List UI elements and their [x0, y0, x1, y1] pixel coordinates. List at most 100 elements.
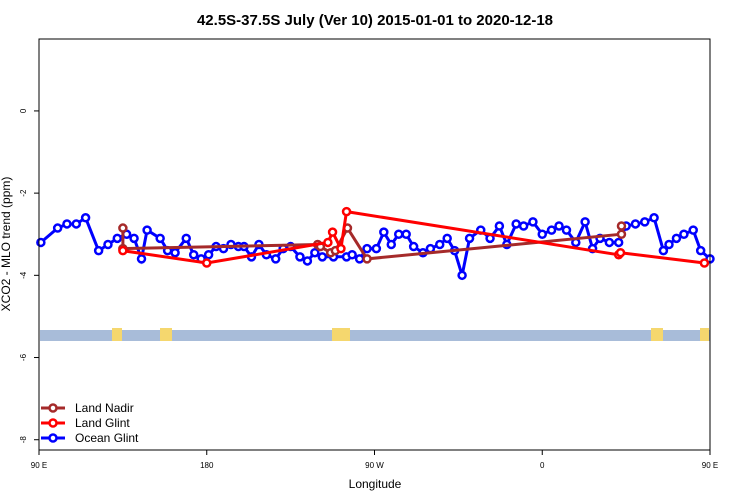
x-tick-label: 0	[540, 461, 545, 470]
data-point-ocean-glint	[442, 233, 452, 244]
data-point-ocean-glint	[52, 223, 63, 233]
data-point-ocean-glint	[580, 217, 590, 227]
data-point-ocean-glint	[518, 221, 529, 231]
data-point-ocean-glint	[188, 250, 199, 260]
land-ocean-mask-band	[40, 328, 710, 341]
legend-item-ocean-glint: Ocean Glint	[41, 431, 139, 445]
chart-title: 42.5S-37.5S July (Ver 10) 2015-01-01 to …	[197, 12, 553, 29]
data-point-ocean-glint	[142, 225, 152, 235]
data-point-land-glint	[118, 245, 128, 256]
x-axis: 90 E 180 90 W 0 90 E	[31, 450, 718, 470]
data-point-ocean-glint	[203, 250, 214, 260]
data-point-ocean-glint	[511, 219, 521, 229]
data-point-ocean-glint	[408, 241, 419, 252]
data-point-ocean-glint	[36, 237, 46, 248]
x-tick-label: 90 E	[702, 461, 718, 470]
data-point-ocean-glint	[347, 250, 357, 260]
legend-item-land-nadir: Land Nadir	[41, 401, 134, 415]
data-point-ocean-glint	[181, 233, 191, 244]
data-point-land-nadir	[362, 254, 372, 264]
data-point-ocean-glint	[302, 256, 313, 266]
data-point-ocean-glint	[434, 239, 445, 250]
data-point-ocean-glint	[401, 229, 411, 239]
series-land-glint	[118, 206, 710, 268]
data-point-ocean-glint	[317, 252, 328, 262]
land-patch	[651, 328, 663, 341]
data-point-ocean-glint	[464, 233, 475, 244]
data-point-ocean-glint	[112, 233, 123, 244]
y-tick-label: -6	[19, 353, 28, 361]
data-point-land-glint	[327, 227, 338, 237]
land-patch	[160, 328, 172, 341]
data-point-ocean-glint	[649, 213, 659, 223]
data-point-ocean-glint	[457, 270, 467, 281]
ocean-strip	[40, 330, 710, 341]
data-point-land-nadir	[616, 221, 627, 231]
data-point-ocean-glint	[136, 254, 147, 264]
x-axis-label: Longitude	[349, 477, 402, 491]
data-point-ocean-glint	[630, 219, 641, 229]
series-layer	[36, 206, 715, 281]
data-point-land-nadir	[616, 229, 627, 239]
legend-swatch-marker	[48, 418, 58, 428]
x-tick-label: 90 E	[31, 461, 47, 470]
data-point-ocean-glint	[658, 245, 669, 256]
data-point-ocean-glint	[362, 243, 372, 254]
data-point-ocean-glint	[155, 233, 165, 244]
land-patch	[700, 328, 709, 341]
legend-label: Land Nadir	[75, 401, 134, 415]
data-point-ocean-glint	[310, 247, 320, 258]
data-point-ocean-glint	[613, 237, 624, 248]
data-point-ocean-glint	[671, 233, 682, 244]
data-point-ocean-glint	[554, 221, 564, 231]
data-point-ocean-glint	[80, 213, 91, 223]
x-tick-label: 180	[200, 461, 214, 470]
legend-label: Ocean Glint	[75, 431, 139, 445]
data-point-ocean-glint	[354, 254, 365, 264]
series-ocean-glint	[36, 213, 715, 281]
data-point-ocean-glint	[170, 247, 180, 258]
data-point-ocean-glint	[393, 229, 404, 239]
data-point-land-glint	[323, 237, 333, 248]
data-point-ocean-glint	[640, 217, 650, 227]
data-point-ocean-glint	[604, 237, 615, 248]
land-patch	[332, 328, 350, 341]
legend-label: Land Glint	[75, 416, 130, 430]
y-tick-label: -2	[19, 189, 28, 197]
data-point-ocean-glint	[379, 227, 389, 237]
data-point-ocean-glint	[679, 229, 689, 239]
y-tick-label: -4	[19, 271, 28, 279]
data-point-ocean-glint	[295, 252, 305, 262]
data-point-ocean-glint	[371, 243, 382, 254]
data-point-ocean-glint	[494, 221, 505, 231]
y-tick-label: -8	[19, 436, 28, 444]
data-point-ocean-glint	[93, 245, 104, 256]
x-tick-label: 90 W	[365, 461, 384, 470]
y-axis-label: XCO2 - MLO trend (ppm)	[0, 177, 13, 312]
legend-swatch-marker	[48, 433, 58, 443]
data-point-ocean-glint	[561, 225, 572, 235]
data-point-ocean-glint	[695, 245, 706, 256]
data-point-ocean-glint	[62, 219, 72, 229]
data-point-land-glint	[341, 206, 352, 217]
data-point-ocean-glint	[528, 217, 538, 227]
y-axis: 0 -2 -4 -6 -8	[19, 108, 39, 443]
data-point-ocean-glint	[129, 233, 139, 244]
data-point-land-glint	[202, 258, 212, 268]
data-point-land-glint	[699, 258, 710, 268]
data-point-ocean-glint	[270, 254, 281, 264]
data-point-ocean-glint	[71, 219, 82, 229]
data-point-ocean-glint	[103, 239, 113, 250]
data-point-ocean-glint	[546, 225, 557, 235]
data-point-ocean-glint	[688, 225, 698, 235]
legend-swatch-marker	[48, 403, 58, 413]
data-point-land-glint	[336, 243, 346, 254]
data-point-ocean-glint	[386, 239, 397, 250]
data-point-land-glint	[615, 247, 626, 258]
land-patch	[112, 328, 122, 341]
legend-item-land-glint: Land Glint	[41, 416, 130, 430]
data-point-ocean-glint	[537, 229, 547, 239]
data-point-ocean-glint	[664, 239, 674, 250]
